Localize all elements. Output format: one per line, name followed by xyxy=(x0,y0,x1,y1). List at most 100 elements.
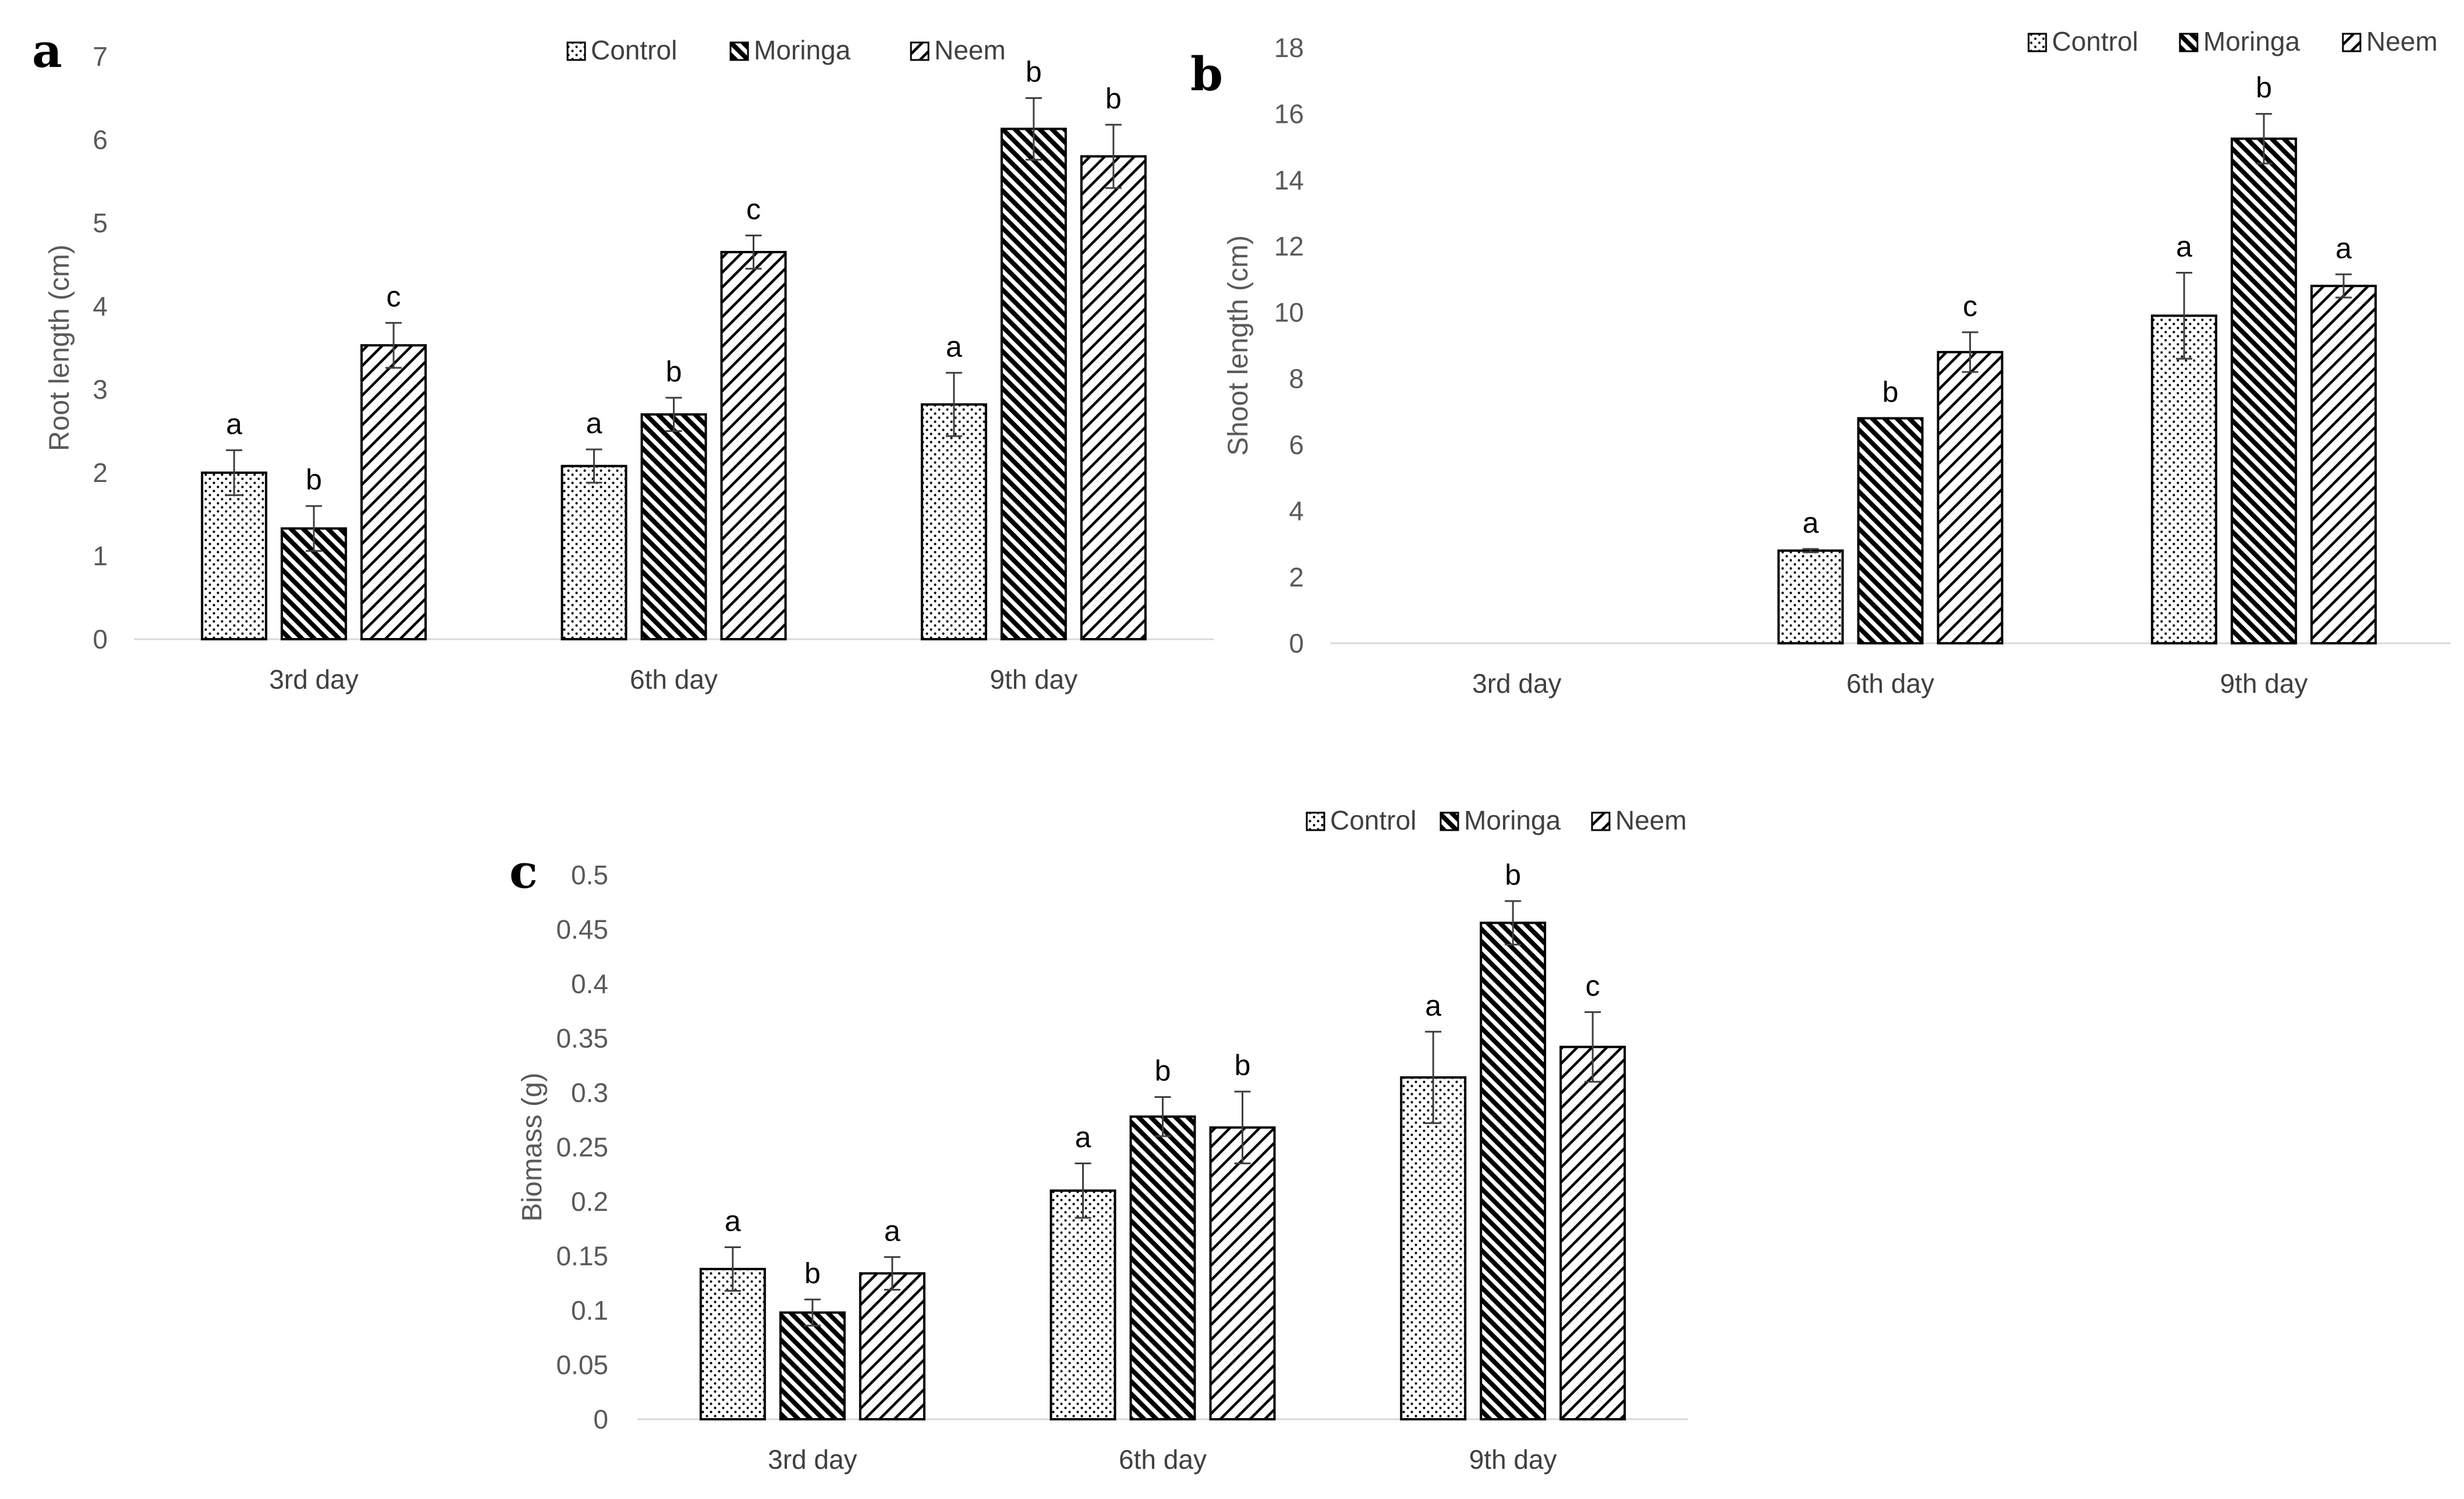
y-tick-label: 0.05 xyxy=(556,1350,608,1380)
significance-label: b xyxy=(666,355,682,388)
bar-moringa xyxy=(1480,922,1547,1420)
x-category-label: 3rd day xyxy=(1472,668,1561,699)
chart-panel-c: c 0 0.05 0.1 0.15 0.2 0.25 0.3 0.35 0.4 0.45 0.5 Bio… xyxy=(509,805,1688,1475)
chart-panel-b: b 0 2 4 6 8 10 12 14 16 18 Shoot length (cm) 3rd day… xyxy=(1190,26,2451,699)
significance-label: c xyxy=(1963,290,1977,323)
y-tick-label: 1 xyxy=(93,541,108,571)
bar-control xyxy=(1777,549,1844,644)
bar-neem xyxy=(360,344,427,641)
panel-letter: c xyxy=(509,844,538,899)
significance-label: b xyxy=(1026,56,1042,88)
significance-label: a xyxy=(2176,230,2192,263)
y-tick-label: 0 xyxy=(93,624,108,654)
bar-moringa xyxy=(779,1311,846,1420)
y-tick-label: 0.25 xyxy=(556,1132,608,1163)
y-tick-label: 0.15 xyxy=(556,1241,608,1271)
legend-label-control: Control xyxy=(2052,26,2138,56)
x-category-label: 9th day xyxy=(2220,668,2308,699)
bar-moringa xyxy=(1857,417,1924,644)
y-tick-label: 0.3 xyxy=(571,1078,608,1108)
y-tick-label: 0.35 xyxy=(556,1023,608,1054)
y-axis-title: Biomass (g) xyxy=(517,1072,548,1221)
y-tick-label: 5 xyxy=(93,208,108,238)
y-tick-label: 2 xyxy=(93,458,108,488)
significance-label: a xyxy=(1075,1121,1091,1154)
y-tick-label: 18 xyxy=(1274,33,1304,63)
y-tick-label: 6 xyxy=(1289,430,1304,460)
y-tick-label: 8 xyxy=(1289,363,1304,394)
y-tick-label: 16 xyxy=(1274,99,1304,129)
legend-label-moringa: Moringa xyxy=(2203,26,2300,56)
significance-label: a xyxy=(2335,232,2352,264)
y-tick-label: 4 xyxy=(93,291,108,321)
y-tick-label: 4 xyxy=(1289,496,1304,526)
legend-swatch-control xyxy=(566,41,586,61)
bar-control xyxy=(699,1267,766,1420)
legend-swatch-moringa xyxy=(1440,811,1459,831)
y-tick-label: 0 xyxy=(593,1404,608,1434)
y-tick-label: 0.1 xyxy=(571,1295,608,1326)
bar-neem xyxy=(1080,155,1147,641)
x-category-label: 6th day xyxy=(1119,1444,1207,1475)
significance-label: b xyxy=(1235,1049,1251,1082)
y-tick-label: 2 xyxy=(1289,562,1304,592)
bar-neem xyxy=(1559,1046,1626,1420)
y-axis-title: Shoot length (cm) xyxy=(1223,235,1254,456)
significance-label: b xyxy=(2256,72,2272,104)
x-category-label: 6th day xyxy=(1846,668,1934,699)
x-category-label: 3rd day xyxy=(269,664,358,694)
bar-control xyxy=(1400,1076,1467,1420)
significance-label: c xyxy=(746,193,761,225)
y-tick-label: 3 xyxy=(93,374,108,405)
legend-label-neem: Neem xyxy=(934,35,1006,65)
significance-label: a xyxy=(1803,506,1819,539)
significance-label: b xyxy=(1105,82,1122,115)
significance-label: a xyxy=(1425,989,1441,1022)
bar-neem xyxy=(1937,350,2004,644)
bar-control xyxy=(1050,1189,1116,1421)
significance-label: b xyxy=(804,1257,821,1289)
bar-moringa xyxy=(1129,1115,1196,1420)
bar-neem xyxy=(1209,1126,1276,1420)
panel-letter: b xyxy=(1190,47,1223,101)
bar-control xyxy=(920,403,987,640)
bar-moringa xyxy=(1000,127,1067,641)
bar-moringa xyxy=(2231,137,2298,644)
bar-control xyxy=(2151,314,2218,644)
legend-label-control: Control xyxy=(1330,805,1416,835)
y-tick-label: 0.2 xyxy=(571,1186,608,1217)
significance-label: a xyxy=(884,1214,900,1247)
significance-label: b xyxy=(1882,376,1899,409)
y-tick-label: 0.45 xyxy=(556,915,608,945)
legend-swatch-neem xyxy=(910,41,930,61)
y-tick-label: 10 xyxy=(1274,297,1304,328)
legend-swatch-neem xyxy=(2342,33,2362,52)
y-axis-title: Root length (cm) xyxy=(44,244,75,451)
bar-neem xyxy=(720,251,787,640)
significance-label: a xyxy=(725,1205,741,1238)
x-category-label: 9th day xyxy=(990,664,1077,694)
legend-label-moringa: Moringa xyxy=(1464,805,1561,835)
y-tick-label: 0 xyxy=(1289,628,1304,658)
y-tick-label: 7 xyxy=(93,41,108,72)
x-category-label: 9th day xyxy=(1469,1444,1557,1475)
y-tick-label: 12 xyxy=(1274,231,1304,261)
legend-label-neem: Neem xyxy=(2366,26,2438,56)
significance-label: a xyxy=(226,407,242,440)
bar-control xyxy=(561,465,627,640)
significance-label: a xyxy=(586,407,602,440)
panel-letter: a xyxy=(32,23,62,78)
y-tick-label: 0.5 xyxy=(571,860,608,890)
legend-swatch-neem xyxy=(1591,811,1611,831)
x-category-label: 6th day xyxy=(630,664,718,694)
y-tick-label: 14 xyxy=(1274,165,1304,195)
legend-label-control: Control xyxy=(591,35,677,65)
chart-panel-a: a 0 1 2 3 4 5 6 7 Root length (cm) 3rd day a b c 6th d… xyxy=(32,23,1214,694)
bar-neem xyxy=(859,1272,926,1420)
bar-moringa xyxy=(640,413,707,641)
significance-label: b xyxy=(1505,859,1521,891)
legend-label-moringa: Moringa xyxy=(754,35,851,65)
legend-swatch-control xyxy=(1306,811,1325,831)
significance-label: b xyxy=(306,463,322,496)
